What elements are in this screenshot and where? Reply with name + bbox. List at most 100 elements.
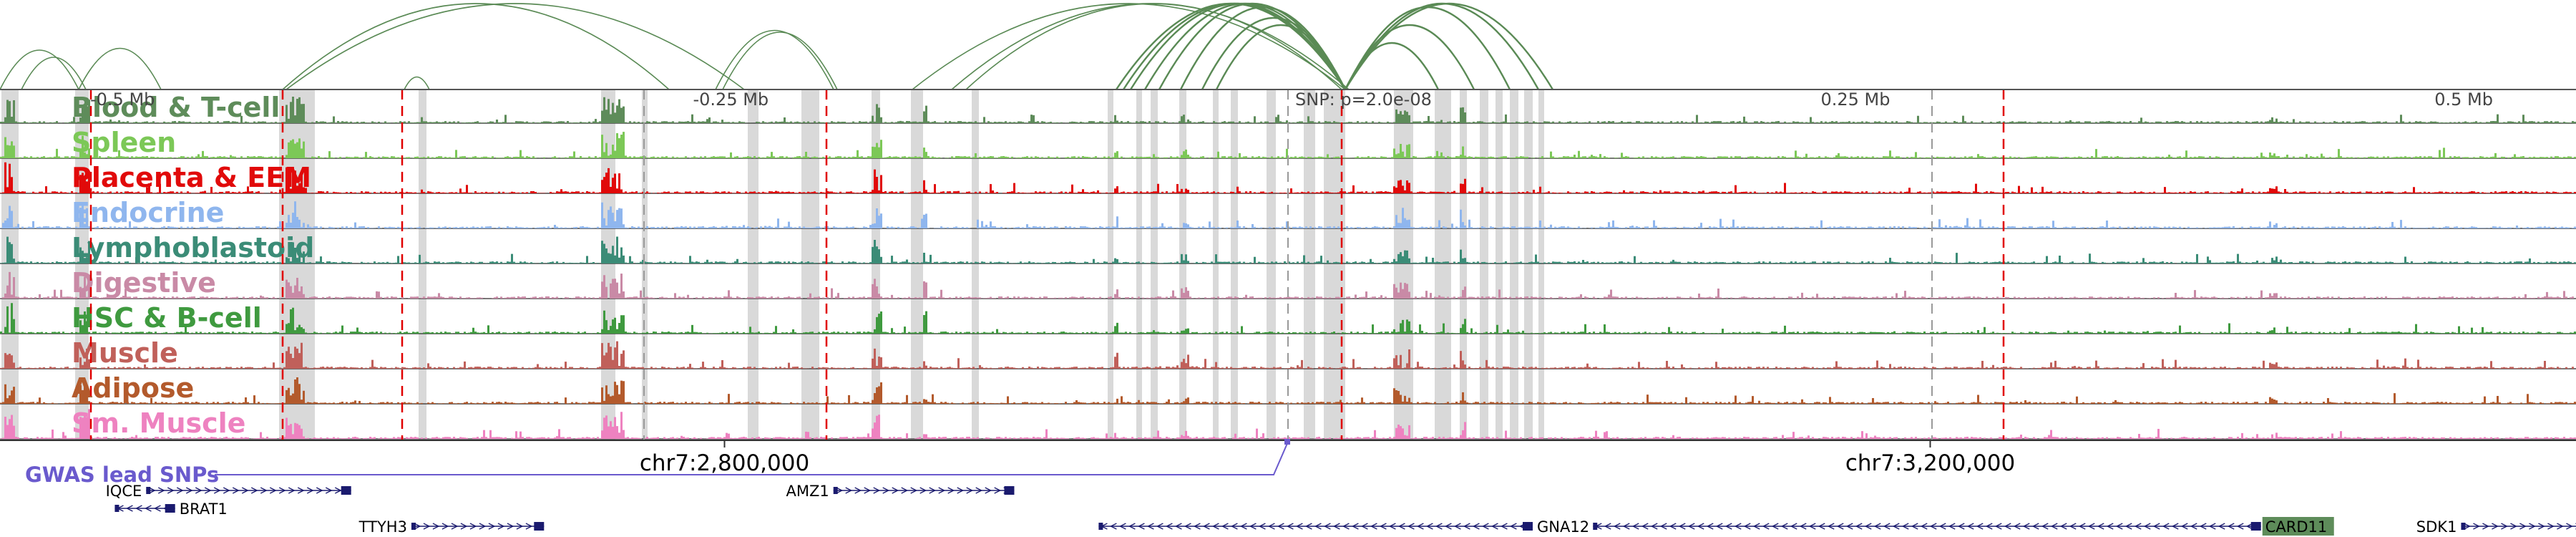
- strand-arrow: [1883, 523, 1890, 530]
- strand-arrow: [297, 487, 305, 494]
- strand-arrow: [1314, 523, 1322, 530]
- strand-arrow: [1221, 523, 1229, 530]
- ruler-tick-label: 0.5 Mb: [2434, 90, 2493, 110]
- strand-arrow: [1678, 523, 1686, 530]
- strand-arrow: [1855, 523, 1863, 530]
- track-sm-muscle: Sm. Muscle: [0, 407, 2576, 440]
- strand-arrow: [2143, 523, 2151, 530]
- strand-arrow: [892, 487, 899, 494]
- strand-arrow: [1873, 523, 1881, 530]
- highlight-column: [911, 90, 923, 440]
- strand-arrow: [1118, 523, 1126, 530]
- track-muscle: Muscle: [0, 337, 2576, 369]
- strand-arrow: [1509, 523, 1517, 530]
- coordinate-label: chr7:3,200,000: [1845, 450, 2015, 476]
- track-label: Digestive: [72, 267, 216, 299]
- exon: [2250, 522, 2261, 531]
- strand-arrow: [966, 487, 974, 494]
- strand-arrow: [306, 487, 314, 494]
- gwas-snp-connector: [215, 441, 1289, 475]
- strand-arrow: [1463, 523, 1470, 530]
- strand-arrow: [213, 487, 221, 494]
- strand-arrow: [1304, 523, 1312, 530]
- highlight-column: [1480, 90, 1488, 440]
- highlight-column: [1136, 90, 1142, 440]
- track-label: Muscle: [72, 337, 178, 369]
- strand-arrow: [460, 523, 468, 530]
- strand-arrow: [223, 487, 230, 494]
- strand-arrow: [1332, 523, 1340, 530]
- strand-arrow: [2519, 523, 2527, 530]
- highlight-column: [1231, 90, 1238, 440]
- coordinate-axis: chr7:2,800,000 chr7:3,200,000: [0, 440, 2576, 476]
- strand-arrow: [1706, 523, 1714, 530]
- strand-arrow: [1836, 523, 1844, 530]
- strand-arrow: [2106, 523, 2114, 530]
- strand-arrow: [1370, 523, 1377, 530]
- strand-arrow: [1901, 523, 1909, 530]
- strand-arrow: [2492, 523, 2499, 530]
- strand-arrow: [2236, 523, 2244, 530]
- strand-arrow: [232, 487, 240, 494]
- gene-label: CARD11: [2265, 518, 2328, 536]
- strand-arrow: [2180, 523, 2188, 530]
- track-label: Blood & T-cell: [72, 92, 280, 123]
- strand-arrow: [1258, 523, 1266, 530]
- strand-arrow: [1780, 523, 1788, 530]
- strand-arrow: [1481, 523, 1489, 530]
- strand-arrow: [1277, 523, 1284, 530]
- interaction-arc: [1215, 24, 1347, 90]
- strand-arrow: [1929, 523, 1937, 530]
- strand-arrow: [1827, 523, 1835, 530]
- strand-arrow: [153, 505, 161, 512]
- highlight-column: [419, 90, 426, 440]
- strand-arrow: [1323, 523, 1331, 530]
- strand-arrow: [507, 523, 514, 530]
- highlight-column: [1394, 90, 1413, 440]
- strand-arrow: [1957, 523, 1965, 530]
- exon: [1098, 523, 1103, 530]
- highlight-column: [801, 90, 819, 440]
- strand-arrow: [497, 523, 505, 530]
- highlight-column: [1213, 90, 1219, 440]
- track-label: Sm. Muscle: [72, 407, 245, 439]
- strand-arrow: [1267, 523, 1275, 530]
- strand-arrow: [1790, 523, 1797, 530]
- gene-gna12: GNA12: [1098, 518, 1589, 536]
- strand-arrow: [919, 487, 927, 494]
- strand-arrow: [1295, 523, 1303, 530]
- strand-arrow: [176, 487, 184, 494]
- interaction-arc: [0, 49, 79, 90]
- gene-label: AMZ1: [786, 483, 829, 500]
- strand-arrow: [167, 487, 175, 494]
- strand-arrow: [479, 523, 487, 530]
- track-label: HSC & B-cell: [72, 302, 262, 334]
- strand-arrow: [1808, 523, 1816, 530]
- strand-arrow: [1351, 523, 1359, 530]
- interaction-arc: [404, 76, 430, 90]
- highlight-column: [1267, 90, 1276, 440]
- strand-arrow: [1230, 523, 1238, 530]
- interaction-arc: [286, 3, 745, 90]
- strand-arrow: [1911, 523, 1918, 530]
- strand-arrow: [269, 487, 277, 494]
- strand-arrow: [910, 487, 918, 494]
- strand-arrow: [2069, 523, 2077, 530]
- strand-arrow: [1976, 523, 1984, 530]
- strand-arrow: [2566, 523, 2573, 530]
- strand-arrow: [938, 487, 946, 494]
- exon: [165, 504, 175, 513]
- strand-arrow: [423, 523, 431, 530]
- strand-arrow: [1631, 523, 1639, 530]
- strand-arrow: [1845, 523, 1853, 530]
- highlight-column: [1179, 90, 1186, 440]
- strand-arrow: [432, 523, 440, 530]
- interaction-arc: [1344, 2, 1554, 90]
- strand-arrow: [241, 487, 249, 494]
- strand-arrow: [1491, 523, 1498, 530]
- strand-arrow: [1818, 523, 1825, 530]
- highlight-column: [1460, 90, 1467, 440]
- strand-arrow: [516, 523, 524, 530]
- interaction-arcs: [0, 2, 1554, 90]
